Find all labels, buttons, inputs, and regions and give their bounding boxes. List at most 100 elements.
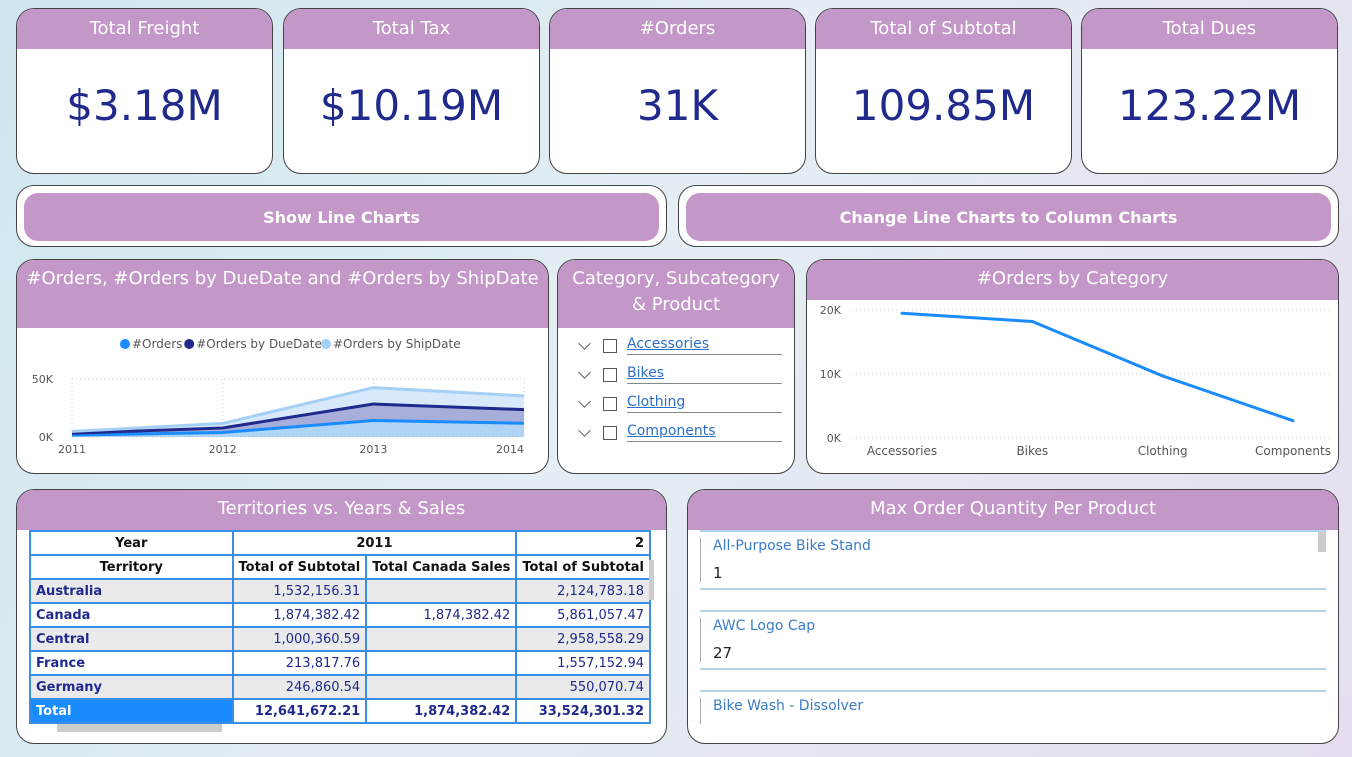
table-row[interactable]: Australia 1,532,156.31 2,124,783.18 [29,578,651,604]
chart-title: #Orders by Category [807,260,1338,300]
kpi-value: 123.22M [1117,81,1302,130]
vertical-scrollbar[interactable] [1318,532,1326,552]
max-quantity: 27 [713,644,733,662]
value-cell [365,626,518,652]
chevron-down-icon[interactable] [578,365,591,379]
series-line [71,402,525,435]
kpi-label: Total Tax [284,9,539,49]
area-0 [72,420,524,437]
kpi-value: 109.85M [851,81,1036,130]
orders-by-category-card: #Orders by Category 0K 10K 20K Accessories B… [806,259,1339,474]
series-line [901,311,1294,423]
x-tick-label: Clothing [1138,444,1188,458]
kpi-orders: #Orders 31K [549,8,806,174]
series-line [71,419,525,437]
total-label: Total [29,698,234,724]
territory-cell: Canada [29,602,234,628]
data-point [1291,419,1295,423]
value-cell: 1,874,382.42 [365,602,518,628]
data-point [1030,320,1034,324]
product-name: AWC Logo Cap [713,618,816,634]
list-item[interactable]: AWC Logo Cap 27 [700,612,1326,670]
value-cell: 5,861,057.47 [515,602,651,628]
horizontal-scrollbar[interactable] [57,724,222,732]
data-point [1161,374,1165,378]
slicer-item-components[interactable]: Components [558,418,794,447]
list-title: Max Order Quantity Per Product [688,490,1338,530]
kpi-label: Total of Subtotal [816,9,1071,49]
territory-cell: Central [29,626,234,652]
total-row: Total 12,641,672.21 1,874,382.42 33,524,301… [29,698,651,724]
territories-matrix-card: Territories vs. Years & Sales Year 2011 2 … [16,489,667,744]
show-line-charts-button[interactable]: Show Line Charts [24,193,659,241]
slicer-label[interactable]: Components [627,423,782,442]
kpi-total-tax: Total Tax $10.19M [283,8,540,174]
legend-label: #Orders by ShipDate [333,337,461,351]
x-tick-label: Bikes [1016,444,1048,458]
area-2 [72,387,524,434]
checkbox[interactable] [603,396,617,411]
territory-matrix: Year 2011 2 Territory Total of Subtotal Tota… [29,530,651,724]
product-name: Bike Wash - Dissolver [713,698,864,714]
checkbox[interactable] [603,425,617,440]
value-cell: 2,124,783.18 [515,578,651,604]
slicer-item-accessories[interactable]: Accessories [558,331,794,360]
x-tick-label: Components [1255,444,1331,458]
table-row[interactable]: Canada 1,874,382.42 1,874,382.42 5,861,057.… [29,602,651,628]
vertical-scrollbar[interactable] [649,560,654,600]
value-cell: 1,532,156.31 [231,578,368,604]
data-point [900,311,904,315]
chart-title: #Orders, #Orders by DueDate and #Orders … [17,260,548,328]
territory-cell: France [29,650,234,676]
slicer-item-clothing[interactable]: Clothing [558,389,794,418]
year-header: Year [29,530,234,556]
change-charts-wrap: Change Line Charts to Column Charts [678,185,1339,247]
list-item[interactable]: All-Purpose Bike Stand 1 [700,532,1326,590]
legend-marker [184,339,195,349]
territory-cell: Germany [29,674,234,700]
change-to-column-charts-button[interactable]: Change Line Charts to Column Charts [686,193,1331,241]
x-tick-label: 2014 [496,443,524,456]
slicer-label[interactable]: Clothing [627,394,782,413]
checkbox[interactable] [603,367,617,382]
max-order-quantity-card: Max Order Quantity Per Product All-Purpo… [687,489,1339,744]
col-header[interactable]: Total of Subtotal [515,554,651,580]
kpi-value: 31K [637,81,718,130]
table-row[interactable]: France 213,817.76 1,557,152.94 [29,650,651,676]
total-cell: 33,524,301.32 [515,698,651,724]
chevron-down-icon[interactable] [578,423,591,437]
y-tick-label: 50K [32,373,54,386]
x-tick-label: 2012 [209,443,237,456]
value-cell [365,578,518,604]
value-cell [365,650,518,676]
slicer-label[interactable]: Accessories [627,336,782,355]
show-line-charts-wrap: Show Line Charts [16,185,667,247]
table-row[interactable]: Central 1,000,360.59 2,958,558.29 [29,626,651,652]
value-cell: 213,817.76 [231,650,368,676]
col-header[interactable]: Total Canada Sales [365,554,518,580]
y-tick-label: 0K [39,431,54,444]
orders-area-chart-card: #Orders, #Orders by DueDate and #Orders … [16,259,549,474]
slicer-label[interactable]: Bikes [627,365,782,384]
kpi-value: $10.19M [319,81,504,130]
x-tick-label: 2011 [58,443,86,456]
col-header[interactable]: Total of Subtotal [231,554,368,580]
total-cell: 1,874,382.42 [365,698,518,724]
slicer-item-bikes[interactable]: Bikes [558,360,794,389]
list-item[interactable]: Bike Wash - Dissolver [700,692,1326,743]
table-row[interactable]: Germany 246,860.54 550,070.74 [29,674,651,700]
legend-label: #Orders by DueDate [196,337,322,351]
year-next-header: 2 [515,530,651,556]
chevron-down-icon[interactable] [578,336,591,350]
chevron-down-icon[interactable] [578,394,591,408]
kpi-total-freight: Total Freight $3.18M [16,8,273,174]
legend-marker [120,339,130,349]
checkbox[interactable] [603,338,617,353]
value-cell [365,674,518,700]
category-slicer: Category, Subcategory & Product Accessor… [557,259,795,474]
y-tick-label: 10K [820,368,842,381]
value-cell: 246,860.54 [231,674,368,700]
value-cell: 550,070.74 [515,674,651,700]
slicer-title: Category, Subcategory & Product [558,260,794,328]
kpi-total-subtotal: Total of Subtotal 109.85M [815,8,1072,174]
